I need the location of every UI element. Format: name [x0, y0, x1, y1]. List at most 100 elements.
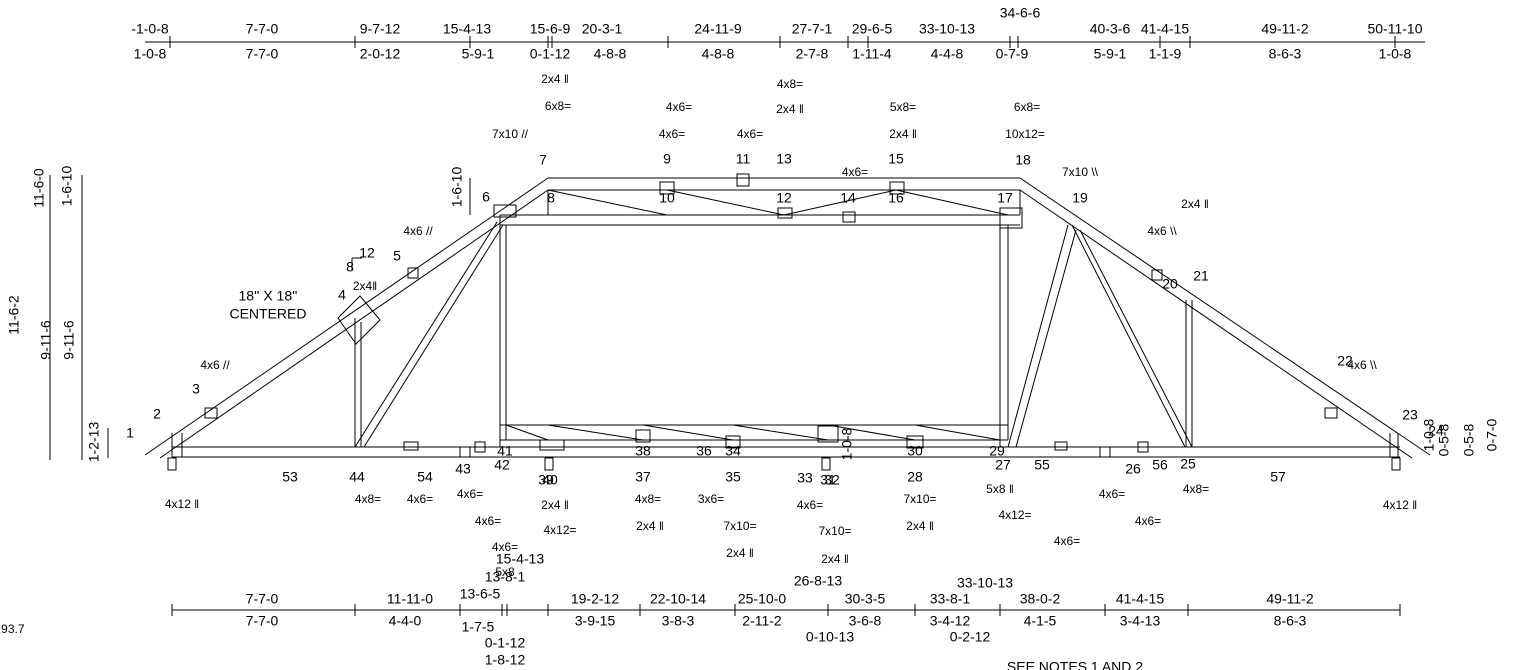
top-dims-upper: 15-6-9	[530, 21, 571, 37]
web	[1008, 225, 1068, 447]
plates: 4x6=	[1099, 487, 1125, 501]
web	[733, 425, 828, 440]
bottom-dims-upper: 38-0-2	[1020, 591, 1061, 607]
labels: -1-0-87-7-09-7-1215-4-1315-6-920-3-124-1…	[0, 5, 1500, 670]
plates: 4x12=	[543, 523, 576, 537]
plates: 2x4‖	[353, 279, 377, 293]
nodes: 42	[494, 457, 510, 473]
plates: 4x8=	[1183, 482, 1209, 496]
plates: 3x6=	[698, 492, 724, 506]
nodes: 21	[1193, 268, 1209, 284]
nodes: 28	[907, 469, 923, 485]
bottom-dims-upper: 7-7-0	[246, 591, 279, 607]
top-dims-lower: 1-1-9	[1149, 46, 1182, 62]
plates: 5x8	[495, 565, 515, 579]
nodes: 30	[907, 443, 923, 459]
bottom-dims-upper: 26-8-13	[794, 573, 842, 589]
top-dims-lower: 5-9-1	[1094, 46, 1127, 62]
web	[915, 425, 1000, 440]
plates: 4x6=	[666, 100, 692, 114]
bottom-dims-upper: 49-11-2	[1266, 591, 1313, 607]
web	[1080, 230, 1192, 447]
web	[1016, 230, 1076, 447]
nodes: 35	[725, 469, 741, 485]
plates: 4x6=	[475, 514, 501, 528]
plates: 4x6=	[659, 127, 685, 141]
bottom-dims-upper: 25-10-0	[738, 591, 786, 607]
plate	[1152, 270, 1162, 280]
plates: 2x4 ‖	[636, 519, 664, 533]
nodes: 19	[1072, 190, 1088, 206]
plates: 4x6 //	[200, 358, 230, 372]
nodes: 7	[539, 152, 547, 168]
top-dims-lower: 1-0-8	[1379, 46, 1412, 62]
plates: 4x6 \\	[1347, 358, 1377, 372]
side-dims: 9-11-6	[61, 320, 77, 360]
scale-note: Scale = 1:93.7	[0, 622, 25, 636]
web	[548, 425, 643, 440]
top-dims-upper: 34-6-6	[1000, 5, 1041, 21]
bottom-dims-lower: 2-11-2	[742, 613, 782, 629]
plates: 4x6 \\	[1147, 224, 1177, 238]
bottom-dims-lower: 4-4-0	[389, 613, 422, 629]
top-dims-upper: 29-6-5	[852, 21, 893, 37]
top-dims-upper: 41-4-15	[1141, 21, 1189, 37]
plates: 5x8 ‖	[986, 482, 1014, 496]
nodes: 8	[547, 190, 555, 206]
plate	[1392, 458, 1400, 470]
bottom-dims-upper: 41-4-15	[1116, 591, 1164, 607]
bottom-dims-lower: 4-1-5	[1024, 613, 1057, 629]
web	[667, 190, 784, 215]
plates: 2x4 ‖	[1181, 197, 1209, 211]
nodes: 56	[1152, 457, 1168, 473]
side-dims: 1-6-10	[449, 167, 465, 208]
top-dims-upper: -1-0-8	[131, 21, 169, 37]
plates: 4x8=	[635, 492, 661, 506]
nodes: 15	[888, 151, 904, 167]
plates: 2x4 ‖	[541, 72, 569, 86]
side-dims: 11-6-0	[31, 168, 47, 208]
see-notes: SEE NOTES 1 AND 2	[1007, 659, 1143, 670]
bottom-dims-lower: 3-4-12	[930, 613, 971, 629]
side-dims: 1-6-10	[59, 166, 75, 207]
plates: 4x6=	[457, 487, 483, 501]
nodes: 26	[1125, 461, 1141, 477]
top-dims-lower: 4-4-8	[931, 46, 964, 62]
nodes: 2	[153, 406, 161, 422]
pitch: 12	[359, 245, 375, 261]
top-chord	[1020, 190, 1412, 458]
top-dims-upper: 33-10-13	[919, 21, 975, 37]
bottom-dims-upper: 33-10-13	[957, 575, 1013, 591]
plates: 7x10=	[723, 519, 756, 533]
bottom-dims-lower: 3-6-8	[849, 613, 882, 629]
plate	[168, 458, 176, 470]
plates: 2x4 ‖	[541, 498, 569, 512]
nodes: 29	[989, 443, 1005, 459]
plates: 4x12 ‖	[1383, 498, 1417, 512]
top-dims-lower: 2-7-8	[796, 46, 829, 62]
nodes: 3	[192, 381, 200, 397]
nodes: 43	[455, 461, 471, 477]
plates: 6x8=	[545, 99, 571, 113]
nodes: 40	[542, 472, 558, 488]
top-dims-lower: 1-0-8	[134, 46, 167, 62]
nodes: 53	[282, 469, 298, 485]
plate	[843, 212, 855, 222]
bottom-dims-upper: 30-3-5	[845, 591, 886, 607]
bottom-dims-upper: 13-6-5	[460, 586, 501, 602]
side-dims: 1-2-13	[86, 422, 102, 463]
plates: 4x8=	[355, 492, 381, 506]
plates: 7x10 //	[492, 127, 529, 141]
plates: 6x8=	[1014, 100, 1040, 114]
nodes: 4	[338, 287, 346, 303]
bottom-dims-lower: 3-8-3	[662, 613, 695, 629]
nodes: 14	[840, 190, 856, 206]
web	[364, 225, 503, 447]
top-dims-upper: 24-11-9	[694, 21, 741, 37]
nodes: 37	[635, 469, 651, 485]
nodes: 36	[696, 443, 712, 459]
plate	[460, 447, 470, 457]
top-dims-upper: 49-11-2	[1261, 21, 1308, 37]
nodes: 33	[797, 470, 813, 486]
bottom-dims-upper: 22-10-14	[650, 591, 706, 607]
